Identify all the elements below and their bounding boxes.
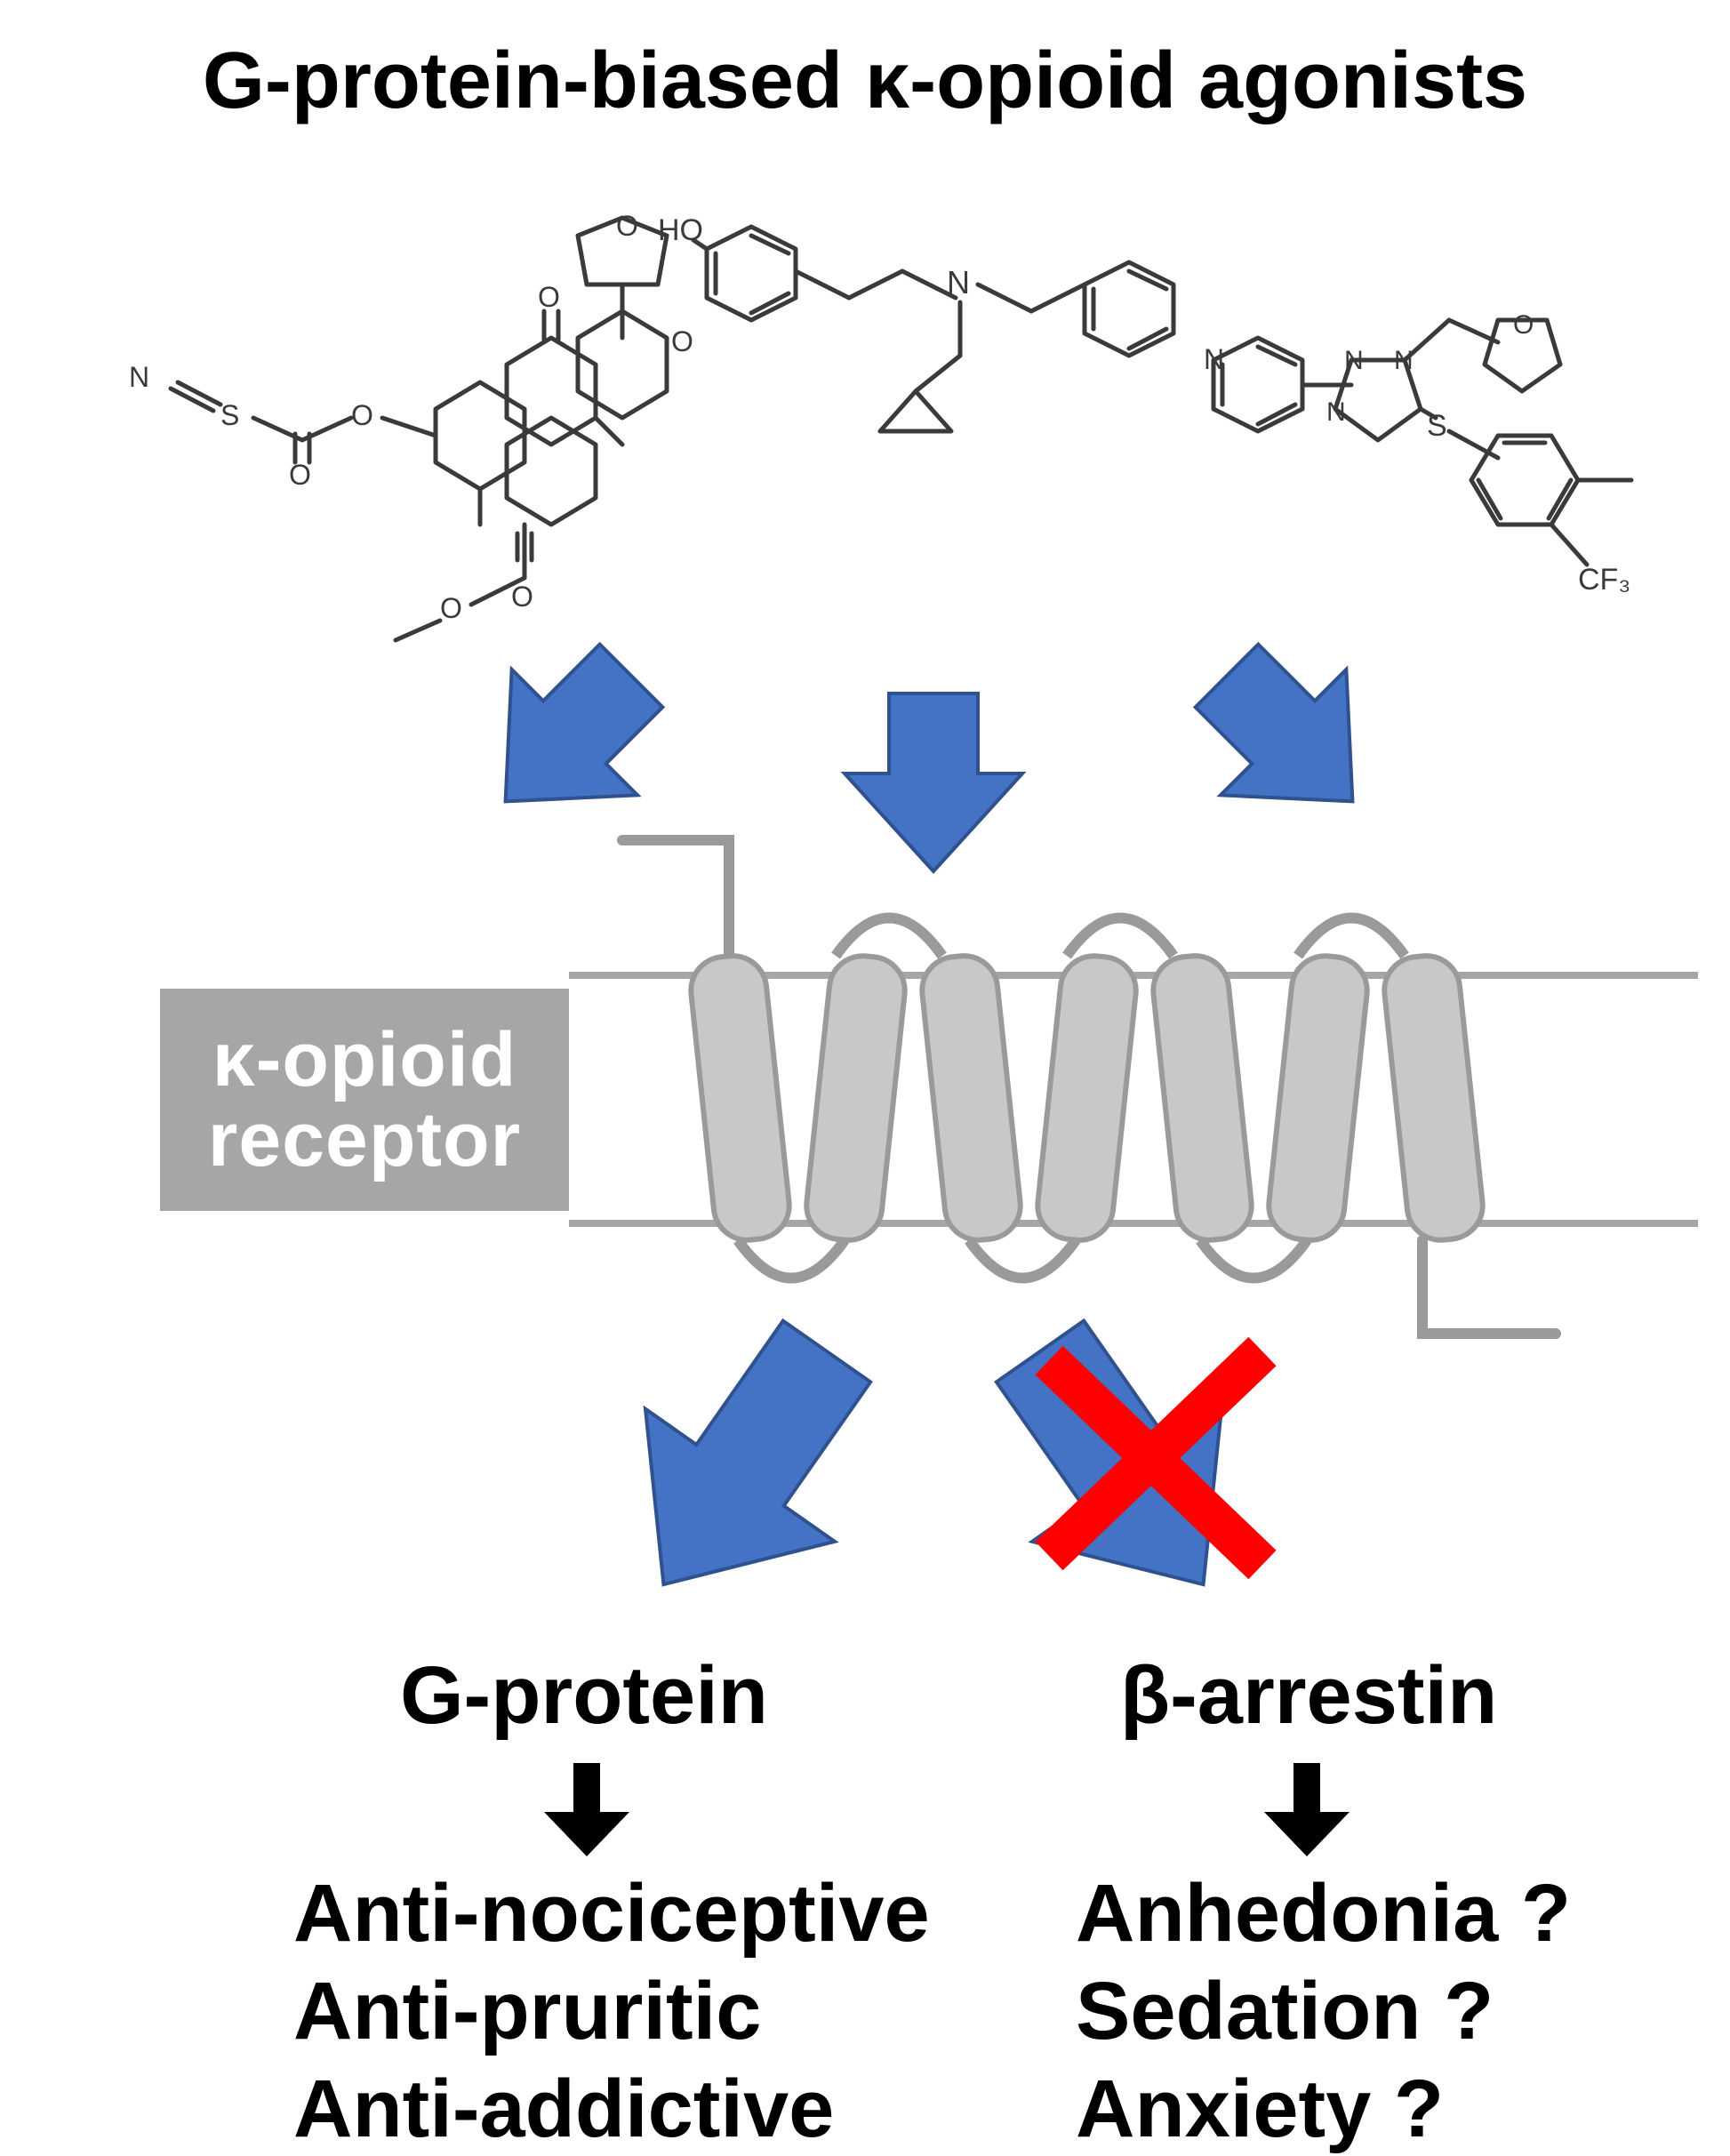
svg-text:O: O	[351, 399, 373, 431]
chem-middle: HO N	[658, 213, 1173, 431]
svg-text:O: O	[440, 592, 462, 624]
chem-left: O O O O S N O O	[129, 210, 693, 640]
pathway-down-arrows	[544, 1763, 1350, 1856]
top-arrows	[443, 613, 1415, 871]
svg-text:CF₃: CF₃	[1578, 563, 1630, 597]
chem-right: N N N N O S CF₃	[1204, 310, 1631, 597]
svg-text:S: S	[220, 399, 239, 431]
diagram-svg: O O O O S N O O	[0, 0, 1730, 2147]
svg-text:O: O	[671, 325, 693, 357]
svg-text:N: N	[947, 264, 970, 301]
chemical-structures: O O O O S N O O	[129, 210, 1631, 640]
receptor-helices	[622, 840, 1556, 1334]
svg-text:O: O	[289, 459, 311, 491]
svg-text:N: N	[1326, 397, 1346, 427]
svg-text:N: N	[1204, 343, 1224, 375]
svg-text:N: N	[129, 361, 149, 393]
svg-text:N: N	[1344, 346, 1364, 375]
svg-text:O: O	[538, 281, 560, 313]
svg-text:O: O	[1513, 310, 1534, 340]
svg-text:O: O	[616, 210, 638, 242]
